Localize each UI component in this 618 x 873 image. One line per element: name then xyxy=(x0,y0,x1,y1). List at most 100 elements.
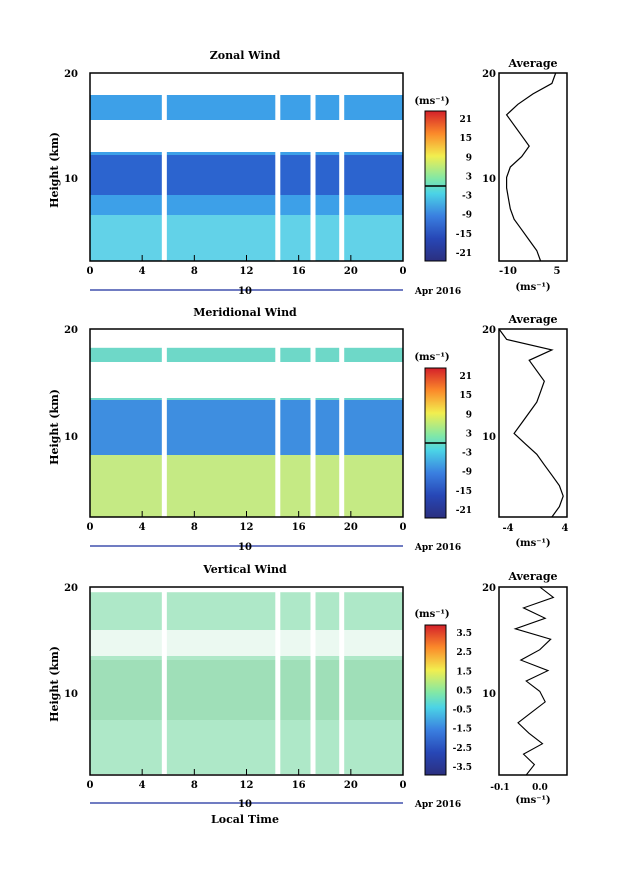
x-tick-label: 0 xyxy=(400,780,407,791)
colorbar-tick-label: -0.5 xyxy=(453,706,472,716)
x-tick-label: 20 xyxy=(344,266,358,277)
y-tick-label: 10 xyxy=(64,174,78,185)
x-tick-label: 12 xyxy=(240,522,254,533)
x-tick-label: 20 xyxy=(344,780,358,791)
colorbar-tick-group: 21 15 9 3 -3 -9 -15 -21 xyxy=(456,115,472,259)
date-label: Apr 2016 xyxy=(414,800,461,810)
avg-unit: (ms⁻¹) xyxy=(515,282,550,293)
x-tick-label: 0 xyxy=(400,266,407,277)
avg-y-tick: 20 xyxy=(482,69,496,80)
avg-title: Average xyxy=(507,313,557,326)
x-tick-label: 12 xyxy=(240,780,254,791)
colorbar-tick-label: -15 xyxy=(456,230,472,240)
y-tick-label: 10 xyxy=(64,689,78,700)
no-data-region xyxy=(90,73,403,92)
colorbar-tick-label: 15 xyxy=(459,391,472,401)
heatmap-band-upper xyxy=(90,400,403,455)
data-gap xyxy=(310,329,316,517)
panel-zonal-wind: Zonal Wind 0 4 8 12 16 20 0 20 10 Height (km) … xyxy=(48,49,568,297)
colorbar-tick-label: 15 xyxy=(459,134,472,144)
avg-y-tick: 20 xyxy=(482,325,496,336)
avg-unit: (ms⁻¹) xyxy=(515,795,550,806)
avg-x-tick: -0.1 xyxy=(490,783,509,793)
avg-title: Average xyxy=(507,570,557,583)
date-label: Apr 2016 xyxy=(414,543,461,553)
day-label: 10 xyxy=(238,542,252,553)
y-tick-label: 20 xyxy=(64,325,78,336)
colorbar-tick-label: 3.5 xyxy=(456,629,472,639)
colorbar-tick-label: 3 xyxy=(466,172,472,182)
colorbar-tick-label: -15 xyxy=(456,487,472,497)
avg-y-tick: 20 xyxy=(482,583,496,594)
data-gap xyxy=(161,73,167,261)
avg-x-tick: 4 xyxy=(562,523,569,534)
heatmap-band-upper xyxy=(90,155,403,195)
x-tick-label: 0 xyxy=(87,780,94,791)
colorbar-tick-label: -3 xyxy=(462,449,472,459)
no-data-region xyxy=(90,587,403,593)
x-tick-label: 8 xyxy=(191,522,198,533)
x-tick-label: 0 xyxy=(87,522,94,533)
gap-layer xyxy=(90,329,403,517)
colorbar-tick-label: 21 xyxy=(459,115,472,125)
colorbar-tick-label: -21 xyxy=(456,506,472,516)
heatmap-band-lower xyxy=(90,455,403,517)
x-tick-label: 16 xyxy=(292,522,306,533)
data-gap xyxy=(339,73,345,261)
x-axis-label: Local Time xyxy=(211,813,279,826)
heatmap-band-mid xyxy=(90,660,403,720)
data-gap xyxy=(275,329,281,517)
avg-x-tick: -10 xyxy=(499,266,517,277)
colorbar-tick-label: -21 xyxy=(456,249,472,259)
colorbar-unit: (ms⁻¹) xyxy=(414,352,449,363)
x-tick-label: 4 xyxy=(139,522,146,533)
x-tick-label: 8 xyxy=(191,780,198,791)
colorbar-tick-label: 0.5 xyxy=(456,686,472,696)
colorbar-tick-label: -3.5 xyxy=(453,763,472,773)
y-tick-label: 10 xyxy=(64,432,78,443)
data-gap xyxy=(310,587,316,775)
avg-frame xyxy=(498,328,568,518)
panel-title: Zonal Wind xyxy=(210,49,281,62)
x-tick-group: 0 4 8 12 16 20 0 xyxy=(87,511,407,533)
data-gap xyxy=(339,587,345,775)
x-tick-label: 0 xyxy=(87,266,94,277)
avg-x-tick: 5 xyxy=(554,266,561,277)
panel-title: Vertical Wind xyxy=(202,563,287,576)
colorbar-unit: (ms⁻¹) xyxy=(414,609,449,620)
x-tick-label: 0 xyxy=(400,522,407,533)
x-tick-label: 20 xyxy=(344,522,358,533)
colorbar-tick-group: 3.5 2.5 1.5 0.5 -0.5 -1.5 -2.5 -3.5 xyxy=(453,629,472,773)
colorbar-tick-label: -3 xyxy=(462,192,472,202)
heatmap-white-gap-top xyxy=(90,630,403,656)
panel-meridional-wind: Meridional Wind 0 4 8 12 16 20 0 20 10 Height … xyxy=(48,306,569,553)
avg-y-tick: 10 xyxy=(482,174,496,185)
colorbar-tick-label: 9 xyxy=(466,410,472,420)
x-tick-label: 16 xyxy=(292,266,306,277)
colorbar-tick-label: -1.5 xyxy=(453,725,472,735)
avg-frame xyxy=(498,586,568,776)
colorbar-tick-label: -2.5 xyxy=(453,744,472,754)
data-gap xyxy=(161,587,167,775)
date-label: Apr 2016 xyxy=(414,287,461,297)
colorbar-tick-label: 9 xyxy=(466,153,472,163)
y-axis-label: Height (km) xyxy=(48,389,61,465)
y-axis-label: Height (km) xyxy=(48,646,61,722)
avg-frame xyxy=(498,72,568,262)
data-gap xyxy=(161,329,167,517)
y-tick-label: 20 xyxy=(64,69,78,80)
x-tick-label: 12 xyxy=(240,266,254,277)
colorbar-tick-label: 3 xyxy=(466,429,472,439)
gap-layer xyxy=(90,73,403,261)
data-gap xyxy=(310,73,316,261)
colorbar-tick-label: 21 xyxy=(459,372,472,382)
avg-profile-line xyxy=(505,72,557,262)
data-gap xyxy=(339,329,345,517)
avg-profile-line xyxy=(513,586,555,776)
gap-layer xyxy=(90,587,403,775)
colorbar-tick-label: -9 xyxy=(462,211,472,221)
data-gap xyxy=(275,587,281,775)
avg-x-tick: 0.0 xyxy=(532,783,548,793)
no-data-region xyxy=(90,329,403,348)
